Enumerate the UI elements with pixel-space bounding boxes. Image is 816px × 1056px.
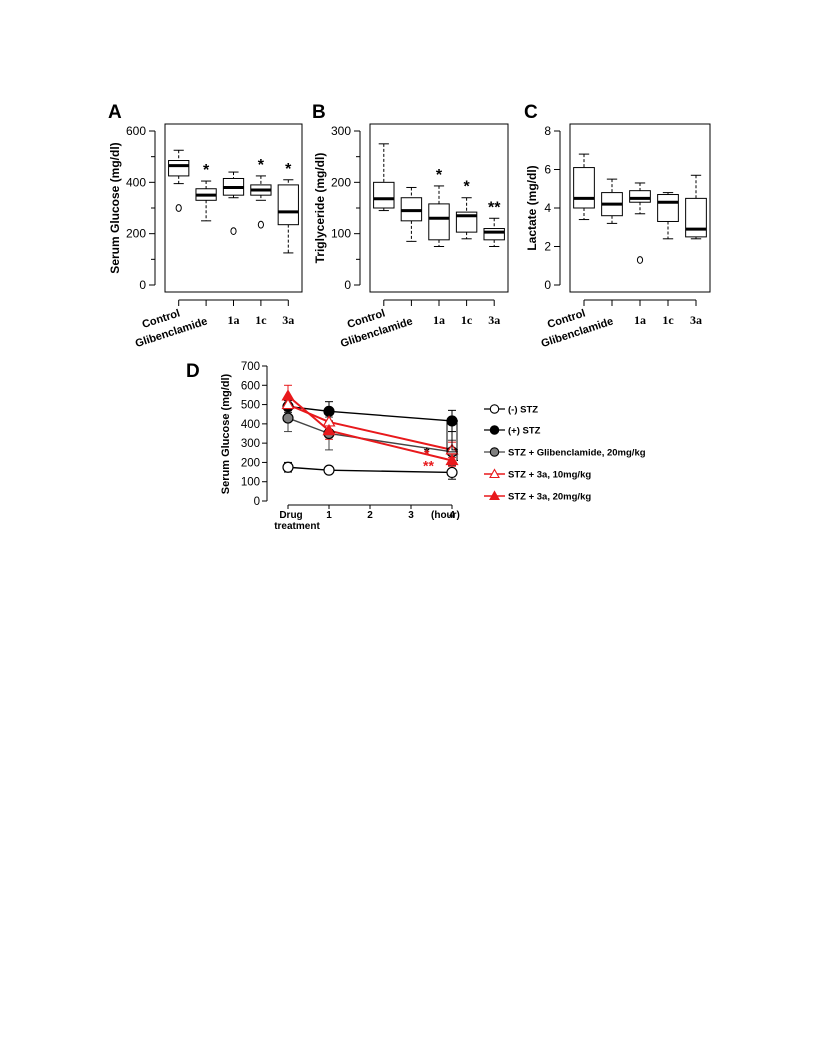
panel-label-c: C xyxy=(524,102,538,123)
y-axis-title: Triglyceride (mg/dl) xyxy=(313,153,327,264)
y-tick-label: 300 xyxy=(331,124,351,138)
significance-bracket xyxy=(456,420,458,461)
y-tick-label: 400 xyxy=(126,175,146,189)
legend-marker xyxy=(489,468,500,479)
panel-label-a: A xyxy=(108,102,122,123)
significance-bracket xyxy=(451,420,458,451)
data-point xyxy=(282,461,294,473)
y-tick-label: 2 xyxy=(544,240,551,254)
y-tick-label: 0 xyxy=(544,278,551,292)
y-tick-label: 4 xyxy=(544,201,551,215)
line-chart-glucose-time: 0 100 200 300 400 500 600 700 Serum Glucose (mg/… xyxy=(220,361,646,532)
x-category-label: 1a xyxy=(433,313,445,327)
x-category-label: 1c xyxy=(662,313,674,327)
data-point xyxy=(281,389,295,401)
y-tick-label: 200 xyxy=(126,227,146,241)
y-tick-label: 700 xyxy=(241,361,260,373)
legend-label: (+) STZ xyxy=(508,426,541,437)
outlier-point xyxy=(257,220,264,229)
box-iqr xyxy=(657,194,679,222)
data-point xyxy=(323,464,335,476)
y-tick-label: 600 xyxy=(126,124,146,138)
x-category-label: 3a xyxy=(282,313,294,327)
series-line xyxy=(287,405,453,422)
x-category-label: 1c xyxy=(255,313,267,327)
outlier-point xyxy=(175,204,182,212)
significance-mark: * xyxy=(424,446,430,462)
plot-frame xyxy=(164,123,303,293)
y-axis-title: Serum Glucose (mg/dl) xyxy=(108,142,122,273)
x-tick-label: 4 xyxy=(449,510,455,521)
significance-mark: * xyxy=(258,157,265,174)
legend-label: STZ + Glibenclamide, 20mg/kg xyxy=(508,448,646,459)
box-iqr xyxy=(277,184,299,226)
significance-mark: ** xyxy=(423,458,434,474)
x-category-label: 3a xyxy=(690,313,702,327)
outlier-point xyxy=(230,227,237,236)
y-tick-label: 500 xyxy=(241,400,260,412)
data-point xyxy=(446,466,458,479)
box-iqr xyxy=(168,160,190,177)
data-point xyxy=(322,423,336,436)
y-axis-title: Serum Glucose (mg/dl) xyxy=(220,373,232,494)
y-tick-label: 200 xyxy=(241,457,260,469)
y-axis-title: Lactate (mg/dl) xyxy=(525,165,539,250)
significance-mark: * xyxy=(463,179,470,196)
x-category-label: 3a xyxy=(488,313,500,327)
box-iqr xyxy=(373,181,395,209)
x-axis-unit: (hour) xyxy=(431,510,460,521)
significance-mark: * xyxy=(424,444,430,460)
legend-marker xyxy=(489,490,500,501)
y-tick-label: 600 xyxy=(241,380,260,392)
x-category-label: 1a xyxy=(228,313,240,327)
y-tick-label: 300 xyxy=(241,438,260,450)
y-tick-label: 8 xyxy=(544,124,551,138)
x-tick-label: 3 xyxy=(408,510,414,521)
data-point xyxy=(323,405,335,417)
box-iqr xyxy=(573,167,595,209)
box-iqr xyxy=(685,197,707,238)
data-point xyxy=(281,397,295,410)
panel-label-d: D xyxy=(186,361,200,382)
plot-frame xyxy=(569,123,711,293)
legend-marker xyxy=(489,425,500,435)
legend-marker xyxy=(489,447,500,457)
y-tick-label: 0 xyxy=(344,278,351,292)
x-tick-label: 1 xyxy=(326,510,332,521)
box-iqr xyxy=(483,228,505,241)
data-point xyxy=(282,412,294,424)
significance-mark: ** xyxy=(488,199,501,216)
outlier-point xyxy=(636,256,644,264)
x-axis-subtitle: treatment xyxy=(274,521,320,532)
box-iqr xyxy=(428,203,450,241)
legend-label: STZ + 3a, 20mg/kg xyxy=(508,492,591,503)
panel-label-b: B xyxy=(312,102,326,123)
x-category-label: 1c xyxy=(461,313,473,327)
x-category-label: 1a xyxy=(634,313,646,327)
y-tick-label: 100 xyxy=(331,227,351,241)
y-tick-label: 0 xyxy=(254,496,260,508)
plot-frame xyxy=(369,123,509,293)
y-tick-label: 100 xyxy=(241,477,260,489)
significance-mark: * xyxy=(203,162,210,179)
legend-label: STZ + 3a, 10mg/kg xyxy=(508,470,591,481)
x-tick-label: 2 xyxy=(367,510,373,521)
significance-mark: * xyxy=(285,161,292,178)
box-iqr xyxy=(629,190,651,203)
legend-label: (-) STZ xyxy=(508,405,538,416)
x-tick-label: Drug xyxy=(279,510,302,521)
y-tick-label: 0 xyxy=(139,278,146,292)
y-tick-label: 400 xyxy=(241,419,260,431)
legend-marker xyxy=(489,404,500,414)
data-point xyxy=(445,453,459,466)
y-tick-label: 6 xyxy=(544,163,551,177)
y-tick-label: 200 xyxy=(331,175,351,189)
significance-mark: * xyxy=(436,167,443,184)
